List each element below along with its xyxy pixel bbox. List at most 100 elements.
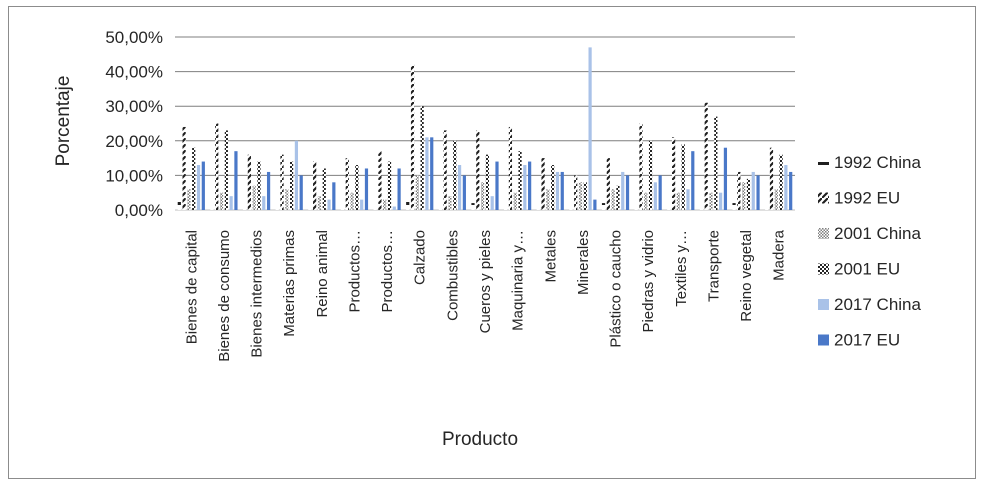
x-category-label: Plástico o caucho — [608, 230, 625, 348]
bar-2001-china — [513, 192, 517, 210]
legend-swatch — [818, 157, 829, 168]
bar-2001-eu — [257, 161, 261, 210]
bar-2001-china — [448, 196, 452, 210]
bar-1992-china — [242, 206, 247, 210]
bar-1992-china — [275, 206, 279, 210]
bar-2001-china — [481, 182, 485, 210]
legend-label: 2017 China — [834, 295, 922, 314]
bar-2001-eu — [551, 165, 555, 210]
x-category-label: Calzado — [412, 230, 429, 285]
y-tick-label: 40,00% — [105, 63, 163, 82]
bar-2001-china — [644, 192, 648, 210]
bar-2017-eu — [495, 161, 499, 210]
bar-2017-china — [784, 165, 788, 210]
bar-2001-china — [676, 192, 680, 210]
bar-2001-eu — [355, 165, 359, 210]
bar-2001-china — [415, 175, 419, 210]
bar-2001-china — [285, 189, 289, 210]
bar-1992-eu — [247, 154, 251, 210]
bar-2017-china — [262, 196, 266, 210]
legend-swatch — [818, 299, 829, 310]
bar-2001-china — [742, 182, 746, 210]
bar-2017-eu — [593, 199, 597, 210]
x-category-label: Materias primas — [281, 230, 298, 337]
bar-2017-china — [686, 189, 690, 210]
x-category-label: Maquinaria y… — [510, 230, 527, 331]
bar-2017-china — [229, 196, 233, 210]
bar-2001-china — [187, 189, 191, 210]
bar-2017-eu — [201, 161, 205, 210]
bar-1992-china — [177, 199, 181, 210]
x-category-label: Bienes de consumo — [216, 230, 233, 362]
bar-1992-china — [601, 203, 606, 210]
bar-2017-eu — [266, 171, 271, 210]
axes: 0,00% 10,00% 20,00% 30,00% 40,00% 50,00% Biene… — [105, 28, 787, 362]
bar-2017-eu — [462, 175, 466, 210]
bar-2017-china — [588, 47, 592, 210]
y-tick-label: 0,00% — [115, 201, 163, 220]
bar-2001-eu — [518, 151, 522, 210]
bar-1992-eu — [410, 64, 415, 211]
bar-2017-eu — [691, 151, 695, 210]
bar-2001-eu — [648, 140, 653, 210]
bar-1992-eu — [639, 123, 643, 210]
bar-2001-china — [774, 189, 778, 210]
legend: 1992 China 1992 EU 2001 China 2001 EU 2017 C… — [818, 153, 922, 350]
y-tick-label: 30,00% — [105, 97, 163, 116]
bar-2017-china — [523, 165, 527, 210]
bar-2001-eu — [779, 154, 783, 210]
x-category-label: Bienes intermedios — [249, 230, 266, 358]
bar-2017-eu — [756, 175, 760, 210]
bar-1992-china — [210, 206, 214, 210]
bar-2017-eu — [723, 147, 728, 210]
bar-2017-china — [196, 165, 201, 210]
bar-1992-eu — [574, 175, 578, 210]
bar-2017-eu — [234, 151, 238, 210]
bar-2001-china — [578, 182, 583, 210]
bar-2017-eu — [299, 175, 303, 210]
bar-2001-eu — [681, 144, 685, 210]
bar-2017-china — [751, 171, 755, 210]
x-category-label: Combustibles — [444, 230, 461, 321]
x-category-label: Textiles y… — [673, 230, 690, 307]
bar-1992-china — [732, 203, 736, 210]
bar-2017-china — [719, 192, 723, 210]
bar-2001-china — [546, 189, 550, 210]
chart-frame — [8, 6, 976, 479]
legend-label: 2001 EU — [834, 260, 900, 279]
x-category-label: Reino vegetal — [738, 230, 755, 322]
x-category-label: Productos… — [379, 230, 396, 313]
bar-2001-eu — [746, 178, 751, 210]
bar-2001-china — [709, 192, 713, 210]
bar-1992-eu — [215, 123, 219, 210]
bar-1992-china — [471, 203, 475, 210]
bar-2017-eu — [560, 171, 564, 210]
bar-1992-china — [340, 206, 345, 210]
bar-2017-eu — [430, 137, 434, 210]
y-axis-title: Porcentaje — [53, 76, 74, 167]
bar-1992-eu — [541, 158, 545, 210]
x-category-label: Bienes de capital — [183, 230, 200, 344]
bar-1992-eu — [313, 161, 317, 210]
bar-2017-eu — [658, 175, 662, 210]
bar-1992-eu — [671, 137, 676, 210]
bar-2001-china — [383, 199, 387, 210]
bar-2001-eu — [714, 116, 718, 210]
bar-1992-china — [308, 206, 312, 210]
legend-swatch — [818, 263, 829, 275]
bar-2017-eu — [397, 168, 401, 210]
bar-1992-china — [438, 206, 442, 210]
legend-label: 1992 China — [834, 153, 922, 172]
bar-2017-china — [294, 140, 299, 210]
bar-2001-china — [317, 196, 322, 210]
bar-2017-eu — [625, 175, 630, 210]
bar-2001-china — [219, 192, 224, 210]
bar-1992-eu — [737, 171, 741, 210]
bar-2017-china — [360, 199, 364, 210]
bar-2001-china — [350, 192, 354, 210]
x-category-label: Cueros y pieles — [477, 230, 494, 333]
bar-2017-china — [425, 137, 429, 210]
y-tick-label: 20,00% — [105, 132, 163, 151]
bar-2001-eu — [616, 185, 620, 210]
